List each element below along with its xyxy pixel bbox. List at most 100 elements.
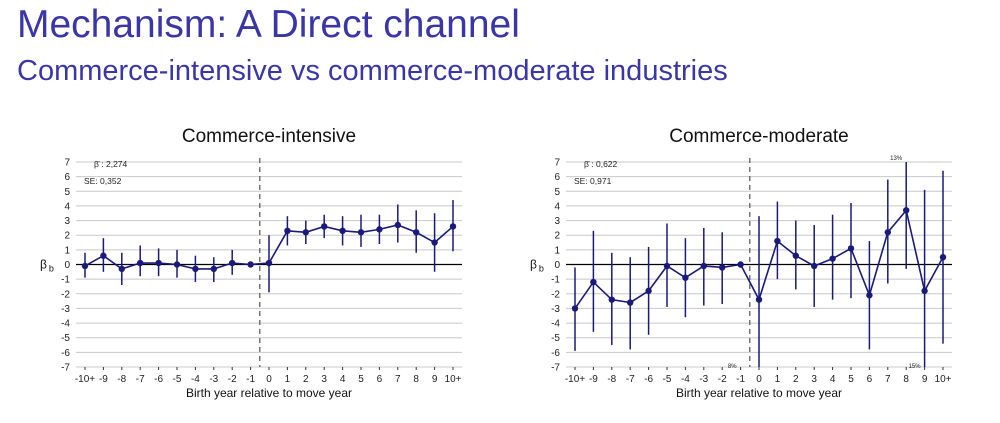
data-point [608, 296, 615, 303]
x-tick-label: -8 [117, 374, 126, 385]
x-tick-label: 6 [377, 374, 383, 385]
data-point [571, 305, 579, 312]
se-stat: SE: 0,971 [574, 176, 612, 186]
data-point [192, 265, 199, 273]
x-tick-label: 4 [830, 374, 836, 385]
y-tick-label: -2 [61, 289, 70, 300]
y-tick-label: -3 [61, 304, 70, 315]
y-tick-label: 6 [554, 172, 560, 183]
y-tick-label: 3 [64, 216, 70, 227]
data-point [247, 261, 254, 268]
y-tick-label: -5 [551, 333, 560, 344]
x-tick-label: 1 [775, 374, 781, 385]
y-tick-label: 4 [554, 201, 560, 212]
data-point [884, 229, 891, 236]
x-tick-label: 3 [811, 374, 817, 385]
data-point [903, 207, 910, 214]
data-point [118, 265, 126, 273]
y-tick-label: -4 [551, 319, 560, 330]
y-tick-label: 0 [64, 260, 70, 271]
data-point [719, 264, 726, 271]
x-tick-label: 0 [266, 374, 272, 385]
x-axis-label: Birth year relative to move year [676, 386, 842, 400]
x-tick-label: 2 [793, 374, 799, 385]
y-tick-label: -2 [551, 289, 560, 300]
data-point [210, 265, 217, 273]
y-tick-label: -7 [61, 363, 70, 374]
beta-stat: β̄ : 0,622 [584, 159, 618, 169]
chart-svg-commerce-intensive: Commerce-intensive 7 6 5 4 3 2 1 0 -1 -2 -3 -4 -5 -6 -7… [40, 126, 462, 400]
data-point [431, 239, 438, 246]
x-tick-label: 7 [885, 374, 891, 385]
x-tick-label: -8 [607, 374, 616, 385]
data-point [792, 252, 799, 259]
chart-title: Commerce-intensive [182, 126, 356, 147]
y-tick-label: -6 [61, 348, 70, 359]
data-point [394, 221, 401, 229]
y-tick-label: -1 [61, 275, 70, 286]
data-point [774, 237, 781, 245]
y-tick-label: 3 [554, 216, 560, 227]
data-point [229, 259, 236, 267]
data-point [449, 223, 457, 230]
data-point [700, 262, 707, 270]
x-tick-label: 9 [432, 374, 438, 385]
chart-commerce-intensive: Commerce-intensive 7 6 5 4 3 2 1 0 -1 -2 -3 -4 -5 -6 -7… [30, 120, 490, 420]
x-tick-label: -3 [699, 374, 708, 385]
y-tick-label: 1 [64, 245, 70, 256]
x-tick-label: 0 [756, 374, 762, 385]
x-tick-label: 10+ [445, 374, 462, 385]
x-tick-label: -1 [736, 374, 745, 385]
x-tick-label: -5 [173, 374, 182, 385]
chart-commerce-moderate: Commerce-moderate 7 6 5 4 3 2 1 0 -1 -2 -3 -4 -5 -6 -7 β… [520, 120, 980, 420]
x-tick-label: -7 [136, 374, 145, 385]
x-tick-label: -10+ [75, 374, 95, 385]
x-tick-label: 3 [321, 374, 327, 385]
x-tick-label: 5 [358, 374, 364, 385]
y-tick-label: 7 [554, 158, 560, 169]
x-tick-label: -7 [626, 374, 635, 385]
x-tick-label: -4 [681, 374, 690, 385]
slide-subtitle: Commerce-intensive vs commerce-moderate … [17, 55, 728, 87]
data-point [413, 229, 420, 236]
y-tick-label: -6 [551, 348, 560, 359]
x-tick-label: -6 [644, 374, 653, 385]
data-point [847, 245, 855, 252]
data-point [663, 262, 671, 270]
y-tick-label: -3 [551, 304, 560, 315]
y-tick-label: 0 [554, 260, 560, 271]
data-point [302, 229, 309, 236]
x-tick-label: -10+ [565, 374, 585, 385]
data-point [100, 252, 107, 259]
y-tick-label: 2 [554, 231, 560, 242]
y-tick-label: 4 [64, 201, 70, 212]
se-stat: SE: 0,352 [84, 176, 122, 186]
y-tick-label: 5 [554, 187, 560, 198]
data-point [321, 223, 328, 230]
data-point [155, 259, 162, 267]
data-point [829, 255, 836, 262]
y-tick-label: -1 [551, 275, 560, 286]
x-tick-label: 5 [848, 374, 854, 385]
x-axis-label: Birth year relative to move year [186, 386, 352, 400]
y-tick-label: 5 [64, 187, 70, 198]
y-tick-label: 1 [554, 245, 560, 256]
data-point [627, 299, 634, 306]
x-tick-label: 10+ [935, 374, 952, 385]
data-point [137, 259, 144, 267]
data-point [811, 262, 818, 270]
data-point [866, 292, 873, 299]
y-tick-label: 6 [64, 172, 70, 183]
data-point [645, 287, 652, 295]
x-tick-label: -4 [191, 374, 200, 385]
y-tick-label: -5 [61, 333, 70, 344]
data-point [173, 261, 181, 268]
x-tick-label: -2 [228, 374, 237, 385]
data-point [376, 226, 383, 233]
x-tick-label: -6 [154, 374, 163, 385]
x-tick-label: -5 [663, 374, 672, 385]
data-point [265, 259, 273, 267]
beta-stat: β̄ : 2,274 [94, 159, 128, 169]
